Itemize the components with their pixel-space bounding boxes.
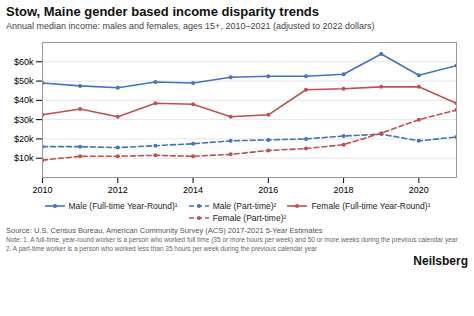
svg-text:2012: 2012 <box>108 185 128 195</box>
svg-text:2016: 2016 <box>258 185 278 195</box>
html-text:Female (Part-time)²: Female (Part-time)² <box>212 213 287 223</box>
html-text:Stow, Maine gender based incom: Stow, Maine gender based income disparit… <box>6 4 319 19</box>
svg-text:2014: 2014 <box>183 185 203 195</box>
html-text:Male (Part-time)²: Male (Part-time)² <box>212 201 277 211</box>
svg-text:$10k: $10k <box>14 153 34 163</box>
svg-text:2010: 2010 <box>32 185 52 195</box>
svg-text:$60k: $60k <box>14 57 34 67</box>
svg-text:$20k: $20k <box>14 134 34 144</box>
svg-text:2020: 2020 <box>409 185 429 195</box>
html-text:Annual median income: males an: Annual median income: males and females,… <box>6 21 375 31</box>
html-text:Source: U.S. Census Bureau, Am: Source: U.S. Census Bureau, American Com… <box>6 226 323 235</box>
html-text:Neilsberg: Neilsberg <box>413 254 468 268</box>
html-text:Female (Full-time Year-Round)¹: Female (Full-time Year-Round)¹ <box>311 201 431 211</box>
svg-text:$50k: $50k <box>14 76 34 86</box>
html-text:Note: 1. A full-time, year-rou: Note: 1. A full-time, year-round worker … <box>6 236 458 243</box>
html-text:2. A part-time worker is a per: 2. A part-time worker is a person who wo… <box>6 244 318 252</box>
svg-text:$40k: $40k <box>14 95 34 105</box>
svg-text:2018: 2018 <box>334 185 354 195</box>
svg-text:$30k: $30k <box>14 115 34 125</box>
html-text:Male (Full-time Year-Round)¹: Male (Full-time Year-Round)¹ <box>68 201 178 211</box>
